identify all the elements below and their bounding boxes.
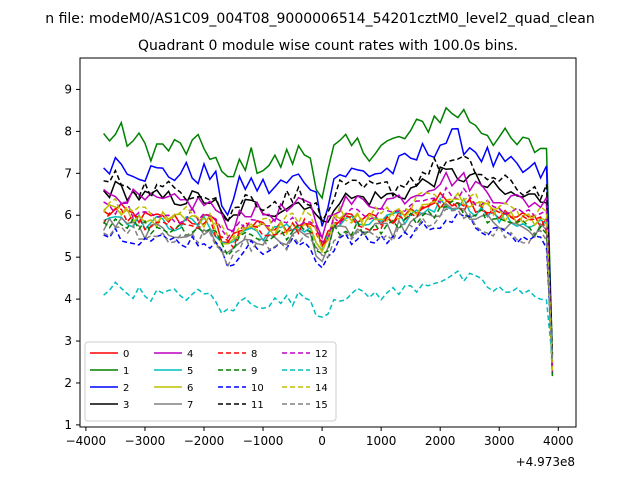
legend-label-11: 11 bbox=[251, 400, 264, 411]
y-tick-label: 4 bbox=[64, 292, 72, 306]
legend-label-3: 3 bbox=[123, 400, 129, 411]
series-line-1 bbox=[103, 106, 554, 357]
x-tick-label: −1000 bbox=[243, 434, 284, 448]
x-tick-label: −3000 bbox=[125, 434, 166, 448]
legend-label-0: 0 bbox=[123, 349, 129, 360]
chart-title: Quadrant 0 module wise count rates with … bbox=[138, 38, 518, 54]
legend-label-12: 12 bbox=[315, 349, 328, 360]
legend-box bbox=[84, 341, 337, 422]
y-tick-label: 3 bbox=[64, 334, 72, 348]
x-tick-label: 4000 bbox=[543, 434, 574, 448]
series-line-13 bbox=[103, 270, 554, 361]
y-tick-label: 2 bbox=[64, 376, 72, 390]
series-line-3 bbox=[103, 166, 554, 375]
legend-label-15: 15 bbox=[315, 400, 328, 411]
series-line-11 bbox=[103, 155, 554, 355]
legend-label-6: 6 bbox=[187, 383, 193, 394]
series-line-14 bbox=[102, 191, 554, 372]
legend-label-9: 9 bbox=[251, 366, 257, 377]
legend-label-13: 13 bbox=[315, 366, 328, 377]
x-tick-label: 0 bbox=[318, 434, 326, 448]
x-offset-label: +4.973e8 bbox=[516, 455, 575, 469]
y-axis: 1 2 3 4 5 6 7 8 9 bbox=[64, 82, 80, 432]
x-axis: −4000 −3000 −2000 −1000 0 1000 2000 3000 4000 bbox=[66, 427, 574, 448]
x-tick-label: −2000 bbox=[184, 434, 225, 448]
x-tick-label: 3000 bbox=[484, 434, 515, 448]
legend-label-10: 10 bbox=[251, 383, 264, 394]
y-tick-label: 6 bbox=[64, 208, 72, 222]
legend-label-2: 2 bbox=[123, 383, 129, 394]
series-line-5 bbox=[103, 197, 554, 363]
y-tick-label: 9 bbox=[64, 82, 72, 96]
series-line-15 bbox=[103, 208, 554, 360]
legend-label-8: 8 bbox=[251, 349, 257, 360]
series-line-9 bbox=[103, 200, 554, 377]
y-tick-label: 8 bbox=[64, 124, 72, 138]
legend-label-1: 1 bbox=[123, 366, 129, 377]
y-tick-label: 5 bbox=[64, 250, 72, 264]
plot-lines bbox=[102, 106, 554, 377]
y-tick-label: 7 bbox=[64, 166, 72, 180]
series-line-0 bbox=[103, 191, 554, 366]
y-tick-label: 1 bbox=[64, 418, 72, 432]
x-tick-label: 1000 bbox=[366, 434, 397, 448]
legend-label-14: 14 bbox=[315, 383, 328, 394]
figure-suptitle: n file: modeM0/AS1C09_004T08_9000006514_… bbox=[45, 11, 594, 27]
plot-frame bbox=[79, 57, 577, 428]
x-tick-label: 2000 bbox=[425, 434, 456, 448]
x-tick-label: −4000 bbox=[66, 434, 107, 448]
legend-label-7: 7 bbox=[187, 400, 193, 411]
legend-label-4: 4 bbox=[187, 349, 193, 360]
series-line-4 bbox=[103, 170, 554, 373]
legend-label-5: 5 bbox=[187, 366, 193, 377]
series-line-2 bbox=[103, 127, 554, 364]
